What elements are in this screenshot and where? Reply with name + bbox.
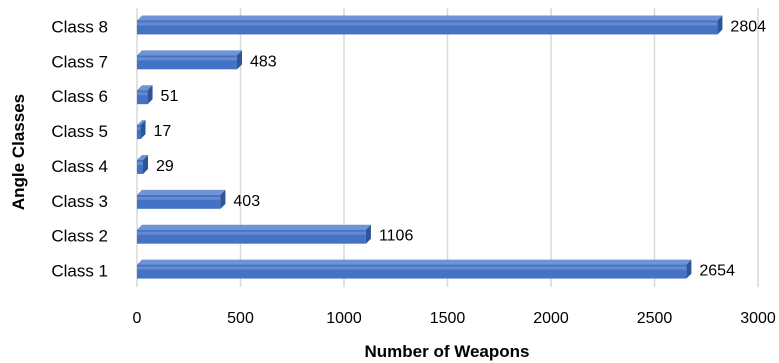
bar-side-face [143,154,149,174]
bar-highlight [137,127,141,131]
bar-top-face [137,224,371,230]
data-label: 17 [154,123,172,140]
bars [137,15,723,279]
bar-front-face [137,159,144,174]
bar [137,85,153,105]
bar-top-face [137,154,149,160]
bar-top-face [137,85,153,91]
data-label: 483 [250,53,277,70]
y-category-label: Class 6 [51,87,108,106]
bar [137,189,226,209]
bar-highlight [137,57,237,61]
bar [137,50,242,70]
bar-front-face [137,20,718,35]
data-label: 29 [156,158,174,175]
x-tick-label: 1000 [326,310,362,327]
x-tick-labels: 0 500 1000 1500 2000 2500 3000 [133,310,776,327]
bar [137,120,146,140]
data-label: 2654 [699,263,735,280]
bar [137,259,692,279]
bar-highlight [137,196,221,200]
bar-highlight [137,231,366,235]
bar-side-face [365,224,371,244]
bar-top-face [137,259,692,265]
x-tick-label: 2500 [637,310,673,327]
y-category-label: Class 2 [51,227,108,246]
gridlines [136,8,759,287]
data-label: 51 [161,88,179,105]
x-tick-label: 500 [227,310,254,327]
bar-highlight [137,161,144,165]
data-label: 2804 [730,18,766,35]
y-category-label: Class 7 [51,52,108,71]
y-category-label: Class 3 [51,192,108,211]
bar-side-face [717,15,723,35]
x-tick-label: 0 [133,310,142,327]
data-label: 403 [233,193,260,210]
bar-side-face [236,50,242,70]
y-category-labels: Class 1 Class 2 Class 3 Class 4 Class 5 Class… [51,17,108,280]
y-axis-title: Angle Classes [9,94,28,210]
bar-side-face [686,259,692,279]
bar-front-face [137,125,141,140]
bar-front-face [137,55,237,70]
bar-highlight [137,266,687,270]
bar-top-face [137,15,723,21]
bar-side-face [140,120,146,140]
bar-front-face [137,90,148,105]
bar-top-face [137,189,226,195]
x-tick-label: 2000 [533,310,569,327]
bar-top-face [137,50,242,56]
y-category-label: Class 5 [51,122,108,141]
bar [137,154,149,174]
bar-side-face [220,189,226,209]
bar-side-face [147,85,153,105]
x-tick-label: 1500 [430,310,466,327]
y-category-label: Class 4 [51,157,108,176]
bar-front-face [137,229,366,244]
x-axis-title: Number of Weapons [365,342,530,361]
bar [137,224,371,244]
y-category-label: Class 8 [51,17,108,36]
x-tick-label: 3000 [740,310,776,327]
bar-top-face [137,120,146,126]
bar-highlight [137,92,148,96]
bar-front-face [137,264,687,279]
data-label: 1106 [379,228,414,245]
bar-highlight [137,22,718,26]
data-labels: 2654 1106 403 29 17 51 483 2804 [154,18,767,279]
bar-front-face [137,194,221,209]
y-category-label: Class 1 [51,262,108,281]
bar [137,15,723,35]
